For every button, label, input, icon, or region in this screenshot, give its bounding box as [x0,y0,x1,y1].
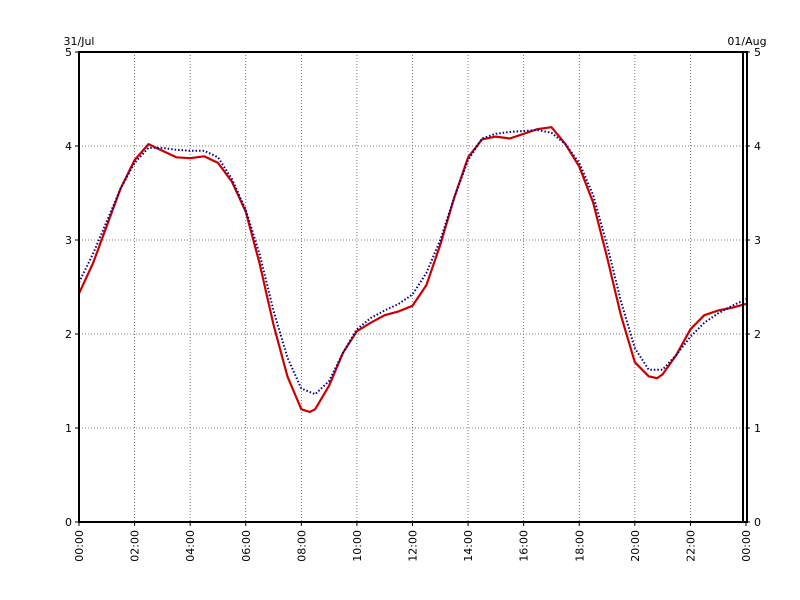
series-line-0 [77,126,748,414]
x-tick-label: 10:00 [351,530,364,562]
y-tick-label-right: 2 [754,328,761,341]
y-tick-label-left: 0 [65,516,72,529]
y-tick-label-left: 3 [65,234,72,247]
y-tick-label-left: 2 [65,328,72,341]
y-tick-label-right: 5 [754,46,761,59]
x-tick-label: 14:00 [462,530,475,562]
date-start-label: 31/Jul [64,35,95,48]
y-tick-label-right: 4 [754,140,761,153]
y-tick-label-right: 0 [754,516,761,529]
y-tick-label-right: 3 [754,234,761,247]
x-tick-label: 22:00 [684,530,697,562]
x-tick-label: 18:00 [573,530,586,562]
x-tick-label: 06:00 [240,530,253,562]
series-layer [77,126,748,414]
x-tick-label: 20:00 [629,530,642,562]
x-tick-label: 08:00 [295,530,308,562]
date-end-label: 01/Aug [727,35,766,48]
x-tick-label: 04:00 [184,530,197,562]
x-tick-label: 00:00 [73,530,86,562]
y-tick-label-left: 5 [65,46,72,59]
y-tick-label-right: 1 [754,422,761,435]
x-tick-label: 16:00 [518,530,531,562]
tick-layer: 00:00 02:00 04:00 06:00 08:00 10:00 12:00 14:00… [65,46,761,562]
series-line-1 [78,129,747,396]
y-tick-label-left: 4 [65,140,72,153]
y-tick-label-left: 1 [65,422,72,435]
x-tick-label: 02:00 [129,530,142,562]
grid-lines [79,52,746,522]
x-tick-label: 12:00 [407,530,420,562]
x-tick-label: 00:00 [740,530,753,562]
